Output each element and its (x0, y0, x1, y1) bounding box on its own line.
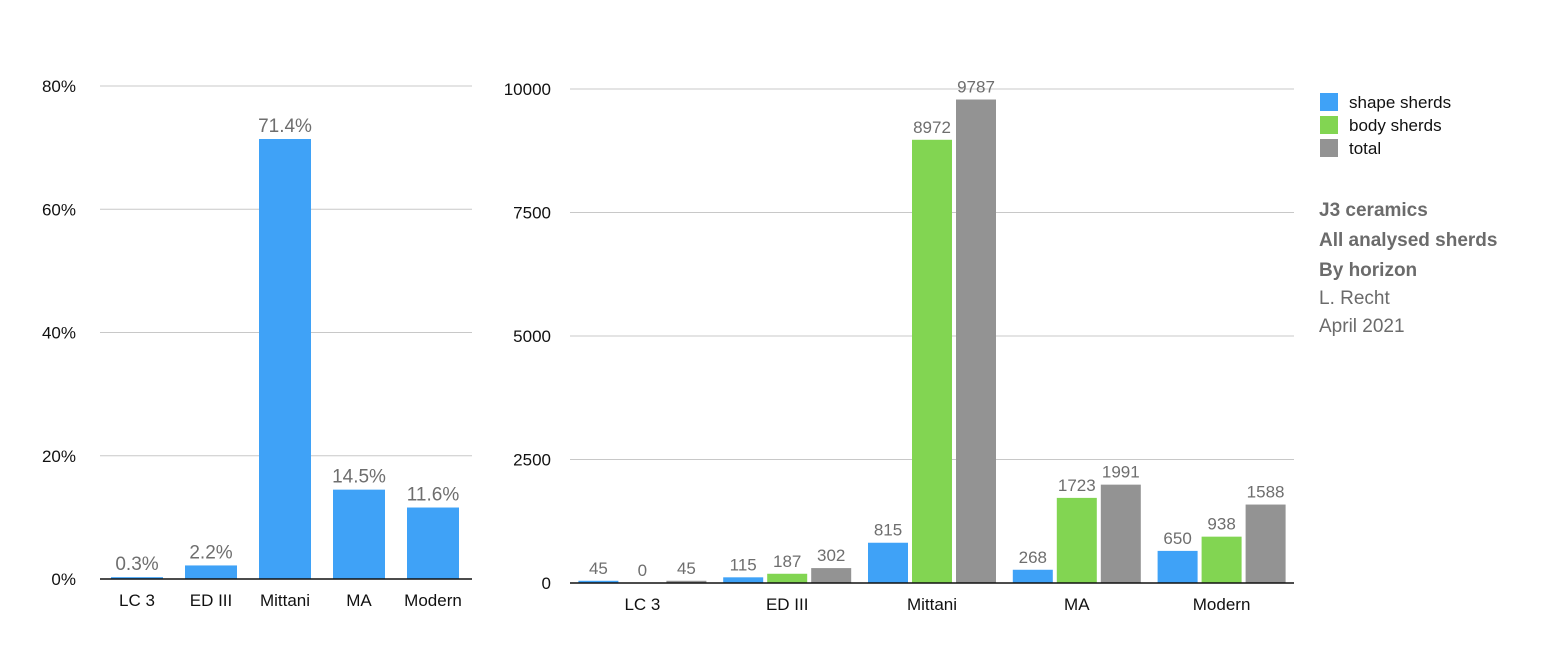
bar-ed-iii-shape-sherds (723, 577, 764, 583)
data-label: 815 (874, 521, 902, 540)
note-subtitle: All analysed sherds (1319, 230, 1498, 251)
bar-ed-iii (185, 565, 237, 579)
y-tick-label: 2500 (513, 451, 551, 470)
bar-lc-3-total (666, 580, 707, 583)
bar-ma-shape-sherds (1012, 569, 1053, 583)
y-tick-label: 0% (51, 570, 76, 589)
x-tick-label: MA (346, 591, 372, 610)
bar-lc-3-shape-sherds (578, 580, 619, 583)
x-tick-label: LC 3 (119, 591, 155, 610)
x-tick-label: Modern (404, 591, 462, 610)
bar-mittani-body-sherds (912, 139, 952, 583)
bar-ma (333, 489, 385, 579)
data-label: 14.5% (332, 467, 386, 488)
data-label: 45 (589, 559, 608, 578)
y-tick-label: 20% (42, 447, 76, 466)
x-tick-label: ED III (766, 595, 809, 614)
x-tick-label: Modern (1193, 595, 1251, 614)
note-author: L. Recht (1319, 288, 1390, 309)
bar-modern-body-sherds (1201, 536, 1242, 583)
data-label: 268 (1019, 548, 1047, 567)
x-tick-label: ED III (190, 591, 233, 610)
legend-swatch (1320, 139, 1338, 157)
bar-ma-total (1100, 484, 1141, 583)
bar-modern (407, 507, 459, 579)
data-label: 1588 (1247, 483, 1285, 502)
x-tick-label: LC 3 (624, 595, 660, 614)
data-label: 302 (817, 546, 845, 565)
legend-label: body sherds (1349, 116, 1442, 135)
y-tick-label: 10000 (504, 80, 551, 99)
y-tick-label: 5000 (513, 327, 551, 346)
data-label: 2.2% (189, 542, 232, 563)
note-grouping: By horizon (1319, 260, 1418, 281)
data-label: 938 (1207, 515, 1235, 534)
bar-modern-total (1245, 504, 1286, 583)
x-tick-label: MA (1064, 595, 1090, 614)
data-label: 45 (677, 559, 696, 578)
note-title: J3 ceramics (1319, 200, 1428, 221)
legend-swatch (1320, 93, 1338, 111)
legend-label: total (1349, 139, 1381, 158)
bar-modern-shape-sherds (1157, 550, 1198, 583)
bar-ed-iii-total (811, 568, 852, 583)
legend-swatch (1320, 116, 1338, 134)
data-label: 71.4% (258, 116, 312, 137)
y-tick-label: 7500 (513, 204, 551, 223)
bar-mittani (259, 138, 311, 579)
data-label: 1991 (1102, 463, 1140, 482)
bar-lc-3 (111, 577, 163, 579)
legend-label: shape sherds (1349, 93, 1451, 112)
y-tick-label: 80% (42, 77, 76, 96)
x-tick-label: Mittani (260, 591, 310, 610)
bar-mittani-shape-sherds (868, 542, 908, 583)
data-label: 9787 (957, 78, 995, 97)
bar-ma-body-sherds (1056, 497, 1097, 583)
data-label: 650 (1163, 529, 1191, 548)
data-label: 115 (730, 555, 757, 574)
note-date: April 2021 (1319, 316, 1405, 337)
y-tick-label: 60% (42, 200, 76, 219)
data-label: 8972 (913, 118, 951, 137)
y-tick-label: 0 (542, 574, 551, 593)
bar-ed-iii-body-sherds (767, 573, 808, 583)
x-tick-label: Mittani (907, 595, 957, 614)
data-label: 187 (773, 552, 801, 571)
bar-mittani-total (956, 99, 996, 583)
data-label: 0.3% (115, 554, 158, 575)
data-label: 0 (638, 561, 647, 580)
data-label: 11.6% (407, 485, 460, 506)
data-label: 1723 (1058, 476, 1096, 495)
y-tick-label: 40% (42, 324, 76, 343)
